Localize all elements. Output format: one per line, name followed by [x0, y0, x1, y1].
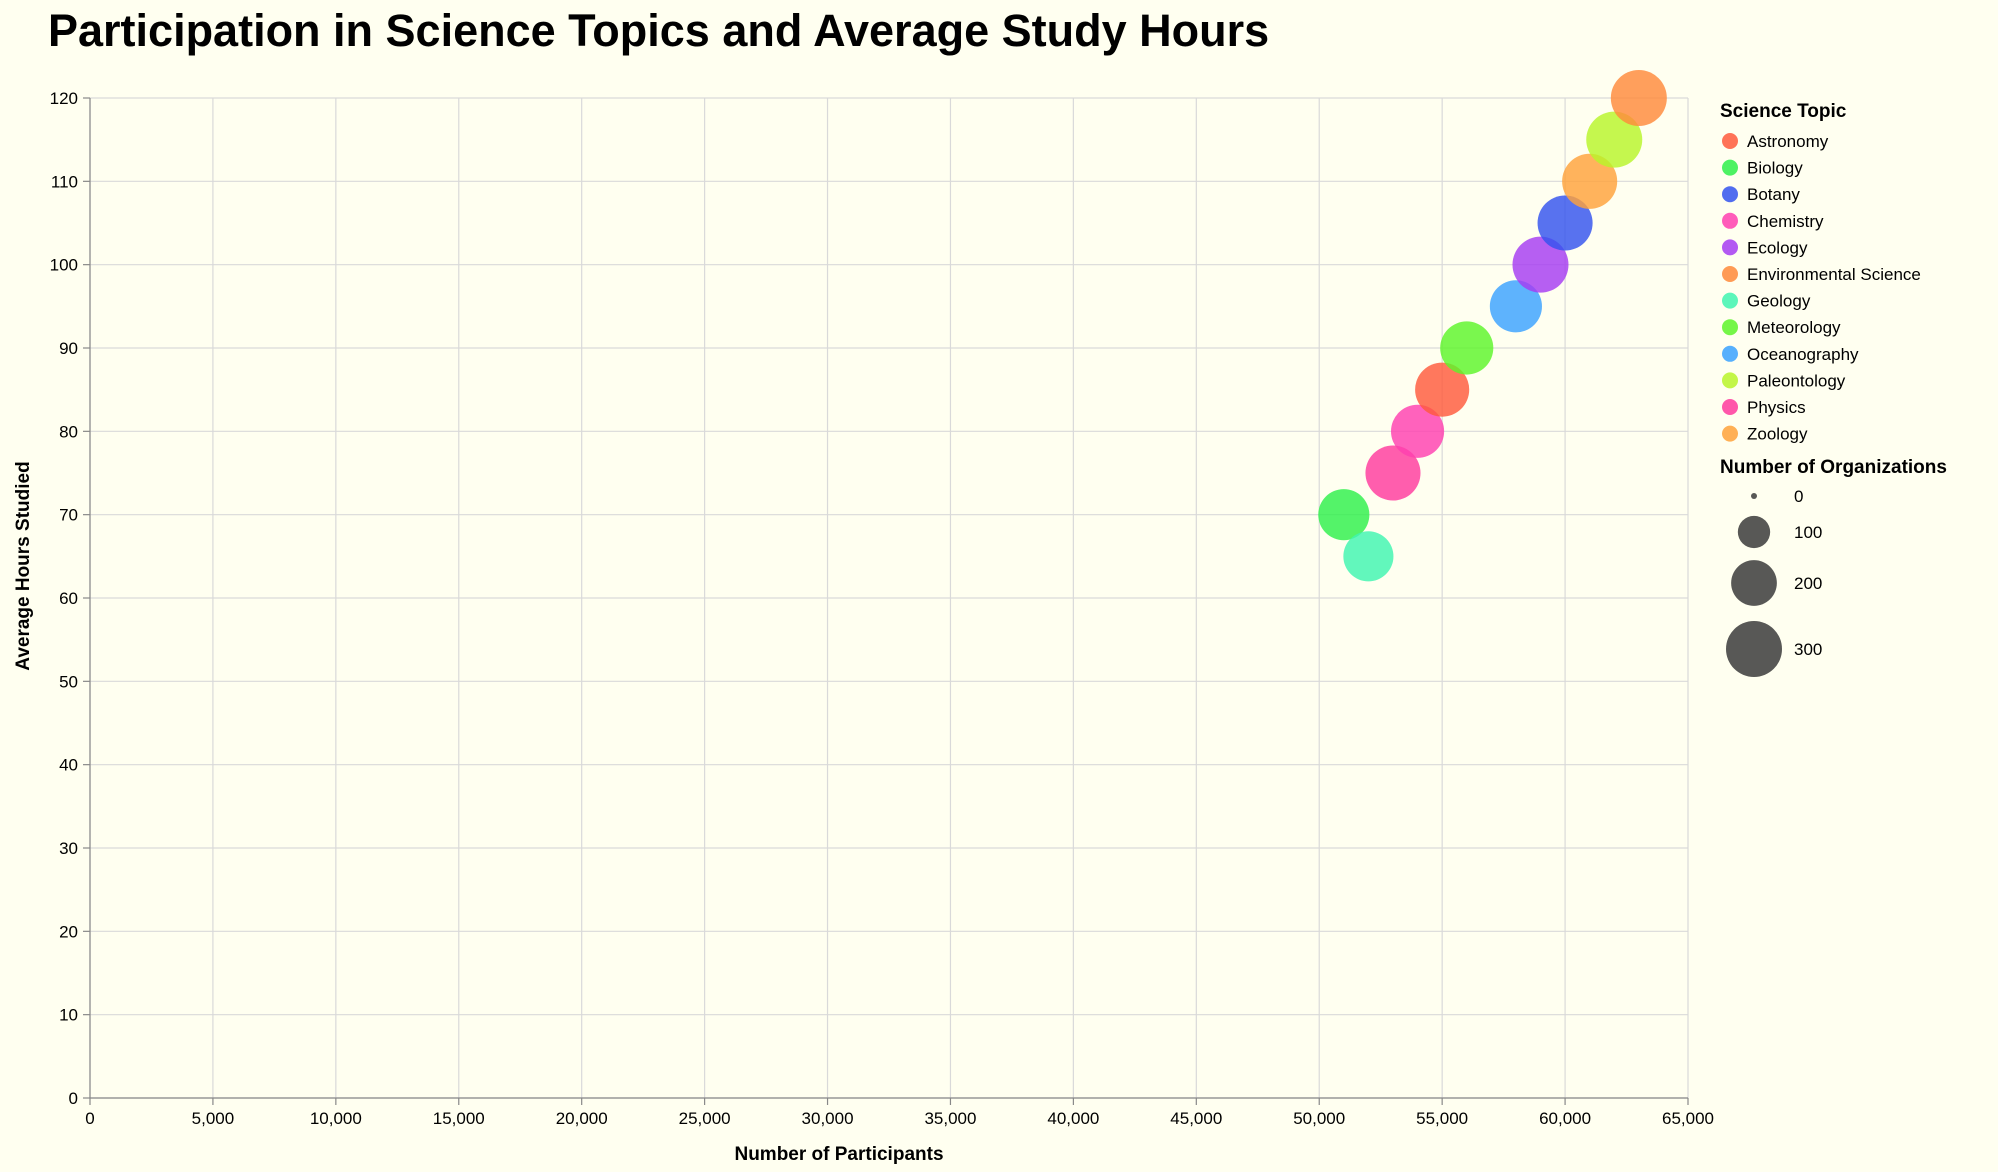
- legend-label: Physics: [1747, 398, 1806, 417]
- x-tick-label: 35,000: [924, 1109, 976, 1128]
- y-tick-label: 80: [59, 422, 78, 441]
- size-legend-label: 100: [1794, 523, 1822, 542]
- size-legend-circle: [1731, 560, 1777, 606]
- legend-label: Oceanography: [1747, 345, 1859, 364]
- size-legend-label: 0: [1794, 487, 1803, 506]
- size-legend-label: 200: [1794, 574, 1822, 593]
- point-astronomy[interactable]: [1415, 362, 1470, 417]
- point-geology[interactable]: [1343, 531, 1394, 582]
- legend-label: Ecology: [1747, 238, 1808, 257]
- x-axis-title: Number of Participants: [734, 1144, 943, 1165]
- x-tick-label: 10,000: [310, 1109, 362, 1128]
- color-legend-title: Science Topic: [1720, 101, 1847, 122]
- point-biology[interactable]: [1318, 489, 1370, 541]
- chart-title: Participation in Science Topics and Aver…: [48, 5, 1269, 56]
- grid: [89, 97, 1689, 1099]
- size-legend-label: 300: [1794, 640, 1822, 659]
- legend-label: Environmental Science: [1747, 265, 1921, 284]
- legend-label: Astronomy: [1747, 132, 1829, 151]
- legend-swatch: [1722, 425, 1738, 442]
- legend-swatch: [1722, 133, 1738, 149]
- legend-swatch: [1722, 212, 1738, 229]
- size-legend-circle: [1751, 493, 1757, 499]
- size-legend-circle: [1737, 515, 1771, 549]
- legend-swatch: [1722, 186, 1738, 203]
- x-tick-label: 15,000: [433, 1109, 485, 1128]
- legend-label: Meteorology: [1747, 318, 1841, 337]
- point-oceanography[interactable]: [1489, 280, 1542, 333]
- y-tick-label: 120: [50, 89, 78, 108]
- point-ecology[interactable]: [1512, 236, 1569, 293]
- x-tick-label: 45,000: [1170, 1109, 1222, 1128]
- point-physics[interactable]: [1365, 445, 1421, 501]
- y-tick-label: 50: [59, 672, 78, 691]
- x-tick-label: 40,000: [1047, 1109, 1099, 1128]
- x-tick-label: 25,000: [679, 1109, 731, 1128]
- size-legend-title: Number of Organizations: [1720, 457, 1947, 478]
- x-tick-label: 20,000: [556, 1109, 608, 1128]
- x-tick-label: 50,000: [1293, 1109, 1345, 1128]
- y-axis-title: Average Hours Studied: [13, 461, 34, 670]
- y-tick-label: 20: [59, 922, 78, 941]
- legend-label: Botany: [1747, 185, 1800, 204]
- x-tick-label: 65,000: [1662, 1109, 1714, 1128]
- legend-swatch: [1722, 239, 1738, 256]
- legend-swatch: [1722, 159, 1738, 176]
- y-tick-label: 40: [59, 756, 78, 775]
- legend-label: Biology: [1747, 159, 1803, 178]
- point-chemistry[interactable]: [1391, 404, 1445, 458]
- x-tick-label: 55,000: [1416, 1109, 1468, 1128]
- y-tick-label: 0: [69, 1089, 78, 1108]
- point-meteorology[interactable]: [1440, 321, 1494, 375]
- y-tick-label: 110: [51, 172, 78, 191]
- x-tick-label: 30,000: [802, 1109, 854, 1128]
- x-tick-label: 5,000: [192, 1109, 235, 1128]
- x-tick-label: 60,000: [1539, 1109, 1591, 1128]
- legend-swatch: [1722, 345, 1738, 362]
- legend-swatch: [1722, 372, 1738, 389]
- legend: Science Topic Astronomy Biology Botany Chemi…: [1720, 101, 1947, 677]
- y-tick-label: 30: [59, 839, 78, 858]
- legend-swatch: [1722, 266, 1738, 282]
- point-zoology[interactable]: [1562, 153, 1618, 209]
- y-tick-label: 10: [59, 1006, 78, 1025]
- data-points: [1318, 70, 1667, 582]
- y-tick-label: 100: [50, 256, 78, 275]
- legend-swatch: [1722, 292, 1738, 309]
- y-tick-label: 70: [59, 506, 78, 525]
- legend-label: Geology: [1747, 292, 1811, 311]
- legend-label: Zoology: [1747, 425, 1808, 444]
- x-tick-label: 0: [85, 1109, 94, 1128]
- legend-label: Chemistry: [1747, 212, 1824, 231]
- point-paleontology[interactable]: [1586, 111, 1643, 168]
- legend-swatch: [1722, 399, 1738, 415]
- point-environmental-science[interactable]: [1610, 70, 1667, 126]
- point-botany[interactable]: [1537, 195, 1593, 251]
- axes: 0 5,000 10,000 15,000 20,000 25,000 30,000 35,0…: [50, 89, 1714, 1128]
- legend-label: Paleontology: [1747, 371, 1846, 390]
- size-legend-circle: [1726, 621, 1782, 677]
- legend-swatch: [1722, 319, 1738, 336]
- y-tick-label: 60: [59, 589, 78, 608]
- y-tick-label: 90: [59, 339, 78, 358]
